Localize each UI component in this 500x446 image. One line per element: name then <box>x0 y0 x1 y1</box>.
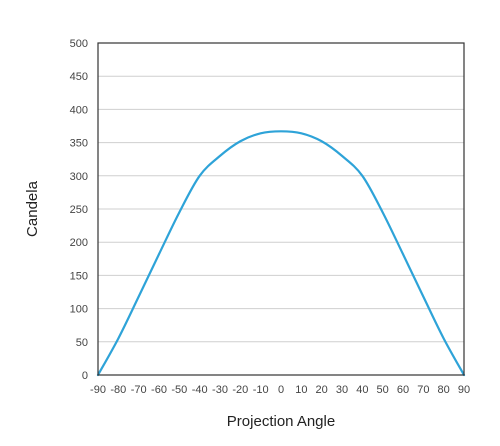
y-tick-label: 0 <box>82 370 88 382</box>
y-tick-label: 150 <box>70 270 88 282</box>
y-tick-label: 250 <box>70 204 88 216</box>
x-tick-label: 10 <box>295 384 307 396</box>
x-tick-label: 30 <box>336 384 348 396</box>
x-tick-label: -60 <box>151 384 167 396</box>
x-tick-label: 80 <box>438 384 450 396</box>
y-tick-label: 300 <box>70 171 88 183</box>
y-tick-label: 450 <box>70 71 88 83</box>
x-tick-label: -70 <box>131 384 147 396</box>
y-tick-label: 500 <box>70 38 88 50</box>
x-tick-label: -20 <box>232 384 248 396</box>
y-tick-label: 400 <box>70 104 88 116</box>
x-tick-label: -50 <box>171 384 187 396</box>
x-tick-label: 70 <box>417 384 429 396</box>
x-tick-label: 40 <box>356 384 368 396</box>
y-tick-label: 200 <box>70 237 88 249</box>
x-axis-ticks: -90 -80 -70 -60 -50 -40 -30 -20 -10 0 10 20 30 40 50 60… <box>90 384 470 396</box>
x-tick-label: -30 <box>212 384 228 396</box>
x-tick-label: 0 <box>278 384 284 396</box>
y-tick-label: 50 <box>76 337 88 349</box>
x-tick-label: 90 <box>458 384 470 396</box>
x-tick-label: 60 <box>397 384 409 396</box>
x-tick-label: 20 <box>316 384 328 396</box>
x-tick-label: 50 <box>377 384 389 396</box>
x-axis-label: Projection Angle <box>227 413 335 430</box>
series-line <box>96 130 466 377</box>
gridlines <box>98 75 464 343</box>
x-tick-label: -40 <box>192 384 208 396</box>
x-tick-label: -80 <box>110 384 126 396</box>
y-axis-label: Candela <box>24 180 41 237</box>
y-tick-label: 100 <box>70 304 88 316</box>
y-axis-ticks: 0 50 100 150 200 250 300 350 400 450 500 <box>70 38 88 382</box>
x-tick-label: -90 <box>90 384 106 396</box>
plot-area-frame <box>97 42 465 376</box>
y-tick-label: 350 <box>70 138 88 150</box>
x-tick-label: -10 <box>253 384 269 396</box>
